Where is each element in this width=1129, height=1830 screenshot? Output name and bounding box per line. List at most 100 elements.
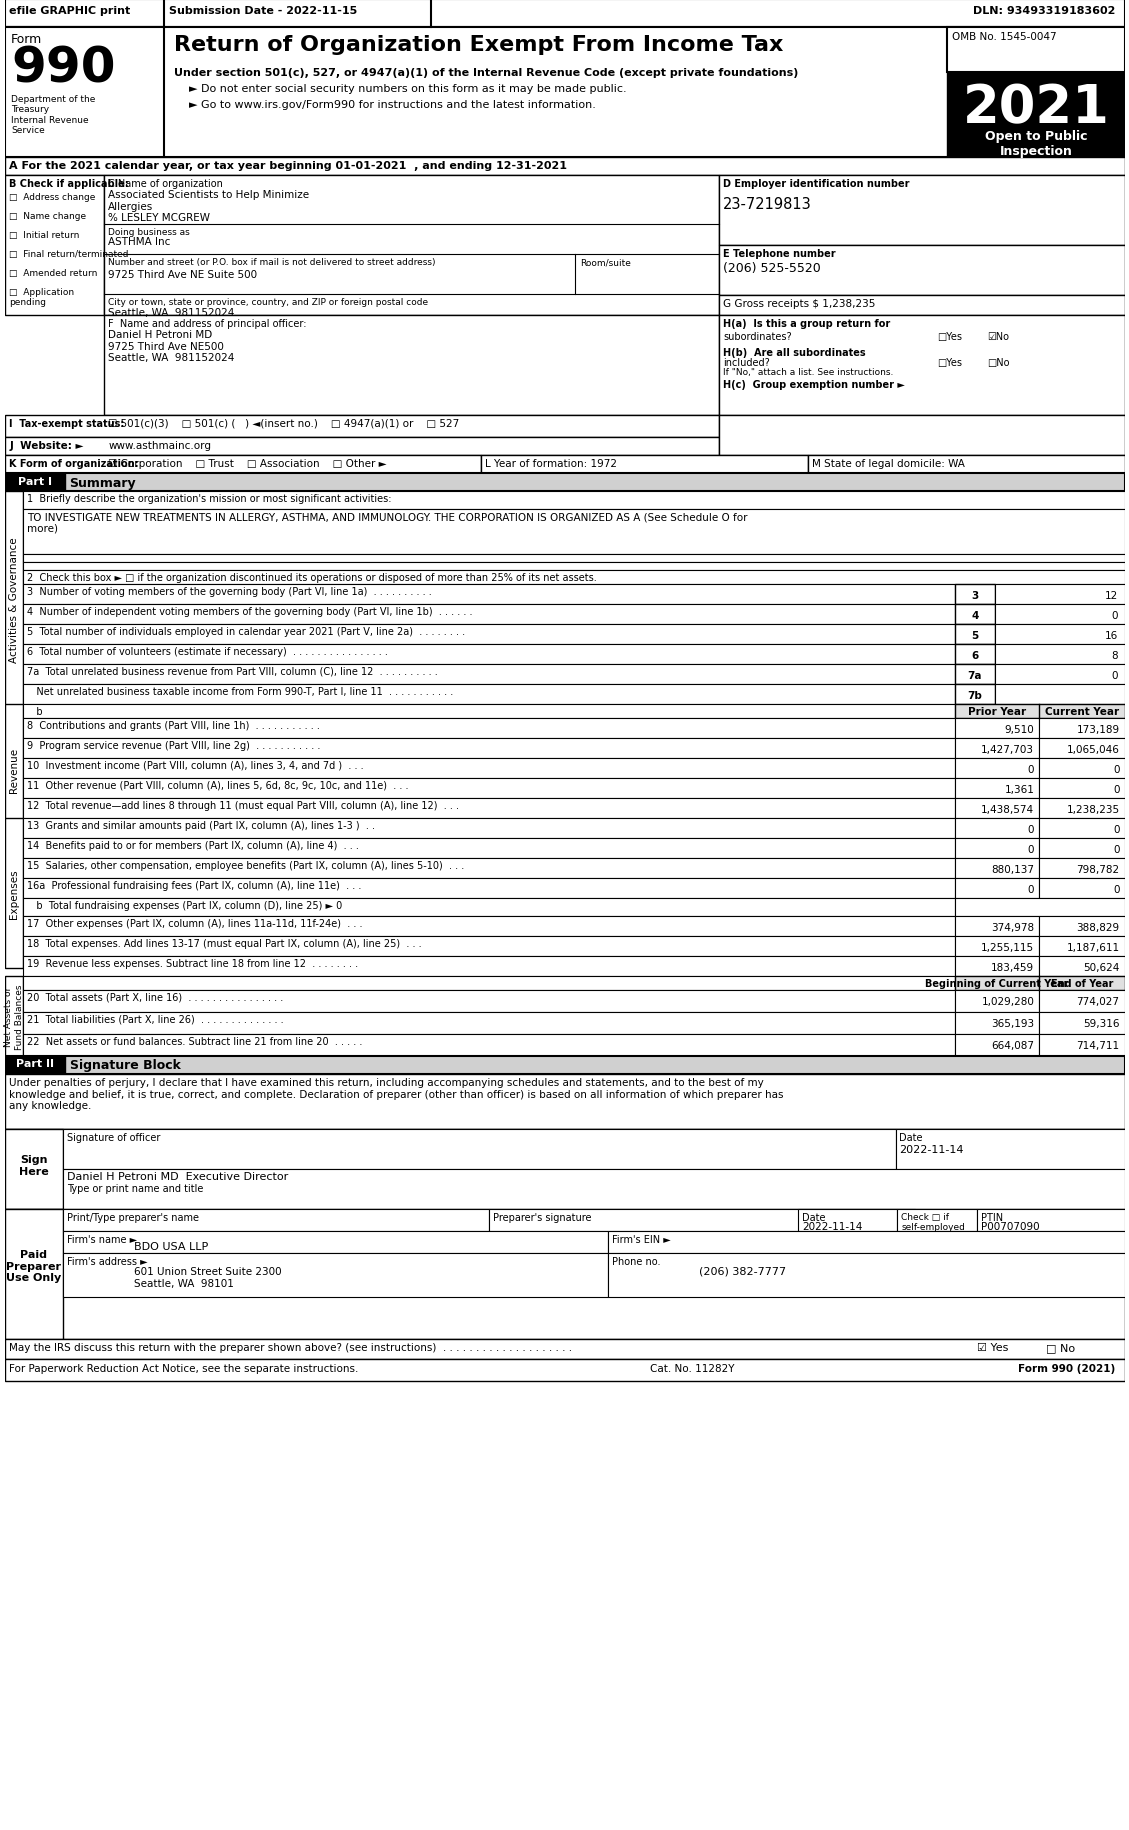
Text: 0: 0 [1027, 844, 1034, 855]
Text: 4: 4 [971, 611, 979, 620]
Bar [955, 977, 1124, 990]
Bar [895, 1129, 1124, 1169]
Bar [23, 664, 955, 684]
Bar [1040, 878, 1124, 899]
Bar [955, 899, 1124, 917]
Text: □  Amended return: □ Amended return [9, 269, 97, 278]
Text: Date: Date [900, 1133, 924, 1142]
Text: efile GRAPHIC print: efile GRAPHIC print [9, 5, 130, 16]
Text: Net Assets or
Fund Balances: Net Assets or Fund Balances [5, 985, 24, 1049]
Text: A For the 2021 calendar year, or tax year beginning 01-01-2021  , and ending 12-: A For the 2021 calendar year, or tax yea… [9, 161, 567, 170]
Text: Open to Public
Inspection: Open to Public Inspection [984, 130, 1087, 157]
Text: Daniel H Petroni MD  Executive Director: Daniel H Petroni MD Executive Director [67, 1171, 288, 1182]
Text: City or town, state or province, country, and ZIP or foreign postal code: City or town, state or province, country… [108, 298, 428, 307]
Bar [23, 917, 955, 937]
Bar [6, 1360, 1124, 1382]
Bar [23, 739, 955, 759]
Text: 0: 0 [1113, 884, 1120, 895]
Text: ► Do not enter social security numbers on this form as it may be made public.: ► Do not enter social security numbers o… [189, 84, 627, 93]
Text: Check □ if
self-employed: Check □ if self-employed [901, 1211, 965, 1232]
Text: K Form of organization:: K Form of organization: [9, 459, 139, 468]
Text: Beginning of Current Year: Beginning of Current Year [925, 979, 1068, 988]
Text: H(b)  Are all subordinates: H(b) Are all subordinates [723, 348, 866, 359]
Text: PTIN: PTIN [981, 1211, 1003, 1222]
Bar [23, 778, 955, 798]
Text: 1,361: 1,361 [1005, 785, 1034, 794]
Text: 0: 0 [1113, 785, 1120, 794]
Bar [6, 474, 64, 492]
Text: End of Year: End of Year [1051, 979, 1113, 988]
Text: 0: 0 [1027, 825, 1034, 834]
Text: 2022-11-14: 2022-11-14 [900, 1144, 964, 1155]
Text: 388,829: 388,829 [1076, 922, 1120, 933]
Text: M State of legal domicile: WA: M State of legal domicile: WA [812, 459, 965, 468]
Bar [955, 644, 995, 664]
Bar [955, 937, 1040, 957]
Text: Seattle, WA  981152024: Seattle, WA 981152024 [108, 307, 235, 318]
Text: 12: 12 [1104, 591, 1118, 600]
Text: Firm's name ►: Firm's name ► [67, 1233, 137, 1244]
Text: □Yes: □Yes [937, 331, 962, 342]
Text: □  Initial return: □ Initial return [9, 231, 79, 240]
Bar [23, 899, 955, 917]
Bar [6, 1210, 62, 1340]
Text: Form 990 (2021): Form 990 (2021) [1018, 1363, 1115, 1372]
Text: 990: 990 [11, 44, 115, 92]
Bar [995, 604, 1124, 624]
Bar [23, 571, 1124, 584]
Bar [23, 584, 955, 604]
Text: ☑ Yes: ☑ Yes [977, 1341, 1008, 1352]
Bar [955, 838, 1040, 858]
Bar [609, 1254, 1124, 1297]
Text: Part I: Part I [18, 478, 52, 487]
Text: 798,782: 798,782 [1076, 864, 1120, 875]
Text: Net unrelated business taxable income from Form 990-T, Part I, line 11  . . . . : Net unrelated business taxable income fr… [27, 686, 453, 697]
Text: 0: 0 [1027, 765, 1034, 774]
Bar [1040, 759, 1124, 778]
Bar [62, 1129, 895, 1169]
Text: 173,189: 173,189 [1076, 725, 1120, 734]
Text: □  Address change: □ Address change [9, 192, 96, 201]
Bar [1040, 838, 1124, 858]
Bar [23, 644, 955, 664]
Text: Under penalties of perjury, I declare that I have examined this return, includin: Under penalties of perjury, I declare th… [9, 1078, 784, 1111]
Text: www.asthmainc.org: www.asthmainc.org [108, 441, 211, 450]
Text: ☑No: ☑No [987, 331, 1008, 342]
Text: 22  Net assets or fund balances. Subtract line 21 from line 20  . . . . .: 22 Net assets or fund balances. Subtract… [27, 1036, 362, 1047]
Bar [6, 27, 164, 157]
Text: 7a  Total unrelated business revenue from Part VIII, column (C), line 12  . . . : 7a Total unrelated business revenue from… [27, 666, 438, 677]
Text: 3: 3 [971, 591, 979, 600]
Text: 13  Grants and similar amounts paid (Part IX, column (A), lines 1-3 )  . .: 13 Grants and similar amounts paid (Part… [27, 820, 375, 831]
Text: 3  Number of voting members of the governing body (Part VI, line 1a)  . . . . . : 3 Number of voting members of the govern… [27, 587, 431, 597]
Bar [6, 474, 1124, 492]
Text: Revenue: Revenue [9, 747, 19, 792]
Bar [1040, 798, 1124, 818]
Bar [947, 73, 1124, 157]
Text: 8: 8 [1111, 651, 1118, 661]
Text: 1,438,574: 1,438,574 [981, 805, 1034, 814]
Bar [1040, 1012, 1124, 1034]
Text: 183,459: 183,459 [991, 963, 1034, 972]
Bar [23, 554, 1124, 562]
Text: 16: 16 [1104, 631, 1118, 640]
Bar [6, 176, 104, 317]
Text: subordinates?: subordinates? [723, 331, 791, 342]
Text: 374,978: 374,978 [991, 922, 1034, 933]
Bar [23, 684, 955, 705]
Bar [1040, 858, 1124, 878]
Bar [955, 917, 1040, 937]
Bar [6, 437, 719, 456]
Text: DLN: 93493319183602: DLN: 93493319183602 [973, 5, 1115, 16]
Bar [23, 759, 955, 778]
Text: 6  Total number of volunteers (estimate if necessary)  . . . . . . . . . . . . .: 6 Total number of volunteers (estimate i… [27, 646, 388, 657]
Text: I  Tax-exempt status:: I Tax-exempt status: [9, 419, 124, 428]
Bar [62, 1254, 609, 1297]
Text: ASTHMA Inc: ASTHMA Inc [108, 236, 170, 247]
Text: 9725 Third Ave NE Suite 500: 9725 Third Ave NE Suite 500 [108, 269, 257, 280]
Text: Firm's EIN ►: Firm's EIN ► [612, 1233, 671, 1244]
Text: 16a  Professional fundraising fees (Part IX, column (A), line 11e)  . . .: 16a Professional fundraising fees (Part … [27, 880, 361, 891]
Bar [955, 604, 995, 624]
Text: 9  Program service revenue (Part VIII, line 2g)  . . . . . . . . . . .: 9 Program service revenue (Part VIII, li… [27, 741, 321, 750]
Bar [62, 1210, 489, 1232]
Bar [6, 492, 23, 721]
